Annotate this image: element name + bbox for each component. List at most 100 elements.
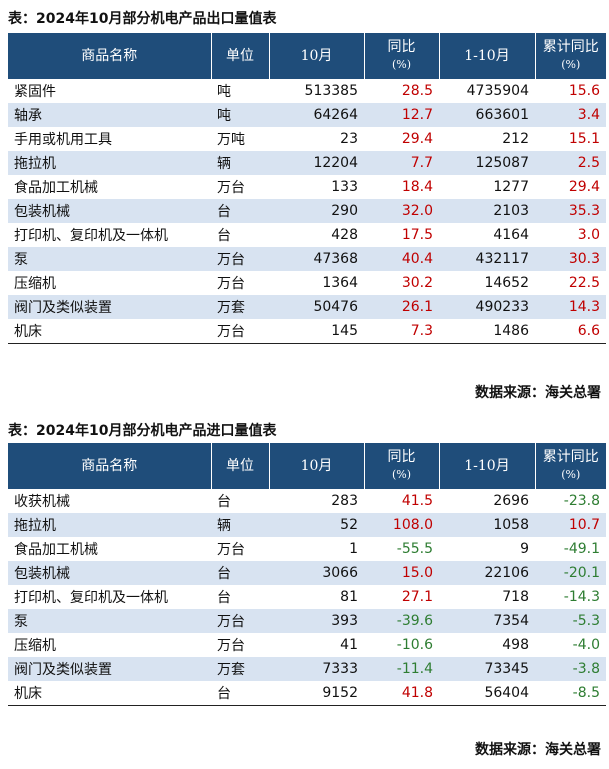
cell-yoy: 12.7 xyxy=(401,107,433,123)
table-row: 拖拉机 辆 12204 7.7 125087 2.5 xyxy=(8,151,606,175)
cell-month: 393 xyxy=(331,613,358,629)
cell-ytd: 2696 xyxy=(493,493,529,509)
cell-month: 1 xyxy=(349,541,358,557)
table-row: 轴承 吨 64264 12.7 663601 3.4 xyxy=(8,103,606,127)
import-header-row: 商品名称 单位 10月 同比 (%) 1-10月 累计同比 (%) xyxy=(8,443,606,489)
cell-month: 290 xyxy=(331,203,358,219)
cell-unit: 辆 xyxy=(217,518,231,534)
table-row: 打印机、复印机及一体机 台 81 27.1 718 -14.3 xyxy=(8,585,606,609)
cell-unit: 万台 xyxy=(217,180,245,196)
cell-unit: 万套 xyxy=(217,662,245,678)
table-row: 泵 万台 393 -39.6 7354 -5.3 xyxy=(8,609,606,633)
cell-name: 食品加工机械 xyxy=(14,542,98,558)
header-ytd-yoy-unit: (%) xyxy=(561,468,581,481)
header-unit: 单位 xyxy=(211,33,270,79)
header-ytd-yoy-label: 累计同比 xyxy=(542,39,599,55)
cell-unit: 台 xyxy=(217,566,231,582)
cell-name: 机床 xyxy=(8,681,211,706)
cell-ytd-yoy: 3.0 xyxy=(577,227,600,243)
cell-ytd-yoy: 15.6 xyxy=(568,83,600,99)
header-yoy-unit: (%) xyxy=(391,468,412,481)
cell-month: 52 xyxy=(340,517,358,533)
cell-month: 7333 xyxy=(322,661,358,677)
cell-yoy: -39.6 xyxy=(396,613,433,629)
table-row: 阀门及类似装置 万套 50476 26.1 490233 14.3 xyxy=(8,295,606,319)
cell-name: 轴承 xyxy=(14,108,42,124)
cell-unit: 台 xyxy=(217,204,231,220)
table-row: 食品加工机械 万台 1 -55.5 9 -49.1 xyxy=(8,537,606,561)
cell-month: 1364 xyxy=(322,275,358,291)
header-ytd: 1-10月 xyxy=(439,443,536,489)
table-row: 包装机械 台 3066 15.0 22106 -20.1 xyxy=(8,561,606,585)
cell-yoy: 40.4 xyxy=(401,251,433,267)
cell-yoy: 17.5 xyxy=(401,227,433,243)
export-table-caption: 表：2024年10月部分机电产品出口量值表 xyxy=(8,11,277,27)
cell-unit: 万台 xyxy=(217,252,245,268)
cell-unit: 万台 xyxy=(217,638,245,654)
cell-yoy: 30.2 xyxy=(401,275,433,291)
header-yoy: 同比 (%) xyxy=(364,33,440,79)
cell-month: 50476 xyxy=(313,299,358,315)
cell-name: 阀门及类似装置 xyxy=(14,300,112,316)
table-row: 泵 万台 47368 40.4 432117 30.3 xyxy=(8,247,606,271)
cell-ytd-yoy: 14.3 xyxy=(568,299,600,315)
cell-name: 手用或机用工具 xyxy=(14,132,112,148)
cell-name: 紧固件 xyxy=(14,84,56,100)
cell-ytd-yoy: 2.5 xyxy=(577,155,600,171)
cell-yoy: 18.4 xyxy=(401,179,433,195)
table-row: 机床台 9152 41.8 56404 -8.5 xyxy=(8,681,606,706)
cell-month: 64264 xyxy=(313,107,358,123)
header-ytd-yoy: 累计同比 (%) xyxy=(535,443,606,489)
header-month: 10月 xyxy=(269,443,365,489)
cell-unit: 万套 xyxy=(217,300,245,316)
cell-ytd: 1277 xyxy=(493,179,529,195)
cell-name: 打印机、复印机及一体机 xyxy=(14,590,168,606)
header-yoy: 同比 (%) xyxy=(364,443,440,489)
cell-month: 23 xyxy=(340,131,358,147)
cell-unit: 吨 xyxy=(217,84,231,100)
table-row: 阀门及类似装置 万套 7333 -11.4 73345 -3.8 xyxy=(8,657,606,681)
header-yoy-label: 同比 xyxy=(387,39,416,55)
cell-ytd: 4164 xyxy=(493,227,529,243)
cell-ytd: 14652 xyxy=(484,275,529,291)
cell-ytd: 2103 xyxy=(493,203,529,219)
cell-yoy: 26.1 xyxy=(401,299,433,315)
cell-name: 泵 xyxy=(14,614,28,630)
cell-yoy: 41.5 xyxy=(401,493,433,509)
cell-unit: 万吨 xyxy=(217,132,245,148)
cell-ytd: 490233 xyxy=(475,299,529,315)
header-month: 10月 xyxy=(269,33,365,79)
cell-name: 压缩机 xyxy=(14,276,56,292)
cell-month: 513385 xyxy=(304,83,358,99)
cell-unit: 台 xyxy=(211,681,269,706)
cell-ytd-yoy: 6.6 xyxy=(535,319,606,344)
cell-ytd-yoy: 35.3 xyxy=(568,203,600,219)
cell-name: 压缩机 xyxy=(14,638,56,654)
cell-unit: 吨 xyxy=(217,108,231,124)
table-row: 手用或机用工具 万吨 23 29.4 212 15.1 xyxy=(8,127,606,151)
table-row: 压缩机 万台 1364 30.2 14652 22.5 xyxy=(8,271,606,295)
cell-yoy: 32.0 xyxy=(401,203,433,219)
cell-ytd: 432117 xyxy=(475,251,529,267)
cell-name: 拖拉机 xyxy=(14,518,56,534)
cell-yoy: -55.5 xyxy=(396,541,433,557)
cell-month: 81 xyxy=(340,589,358,605)
cell-name: 包装机械 xyxy=(14,566,70,582)
cell-ytd-yoy: -23.8 xyxy=(563,493,600,509)
cell-ytd: 4735904 xyxy=(466,83,529,99)
export-source-note: 数据来源：海关总署 xyxy=(475,385,601,401)
cell-ytd: 9 xyxy=(520,541,529,557)
cell-unit: 台 xyxy=(217,228,231,244)
cell-unit: 台 xyxy=(217,590,231,606)
cell-ytd-yoy: 30.3 xyxy=(568,251,600,267)
cell-name: 拖拉机 xyxy=(14,156,56,172)
cell-name: 食品加工机械 xyxy=(14,180,98,196)
import-source-note: 数据来源：海关总署 xyxy=(475,742,601,758)
cell-unit: 辆 xyxy=(217,156,231,172)
cell-ytd-yoy: -49.1 xyxy=(563,541,600,557)
cell-ytd-yoy: 15.1 xyxy=(568,131,600,147)
cell-ytd-yoy: -3.8 xyxy=(572,661,600,677)
header-yoy-label: 同比 xyxy=(387,449,416,465)
cell-yoy: -10.6 xyxy=(396,637,433,653)
header-ytd-yoy-unit: (%) xyxy=(561,58,581,71)
